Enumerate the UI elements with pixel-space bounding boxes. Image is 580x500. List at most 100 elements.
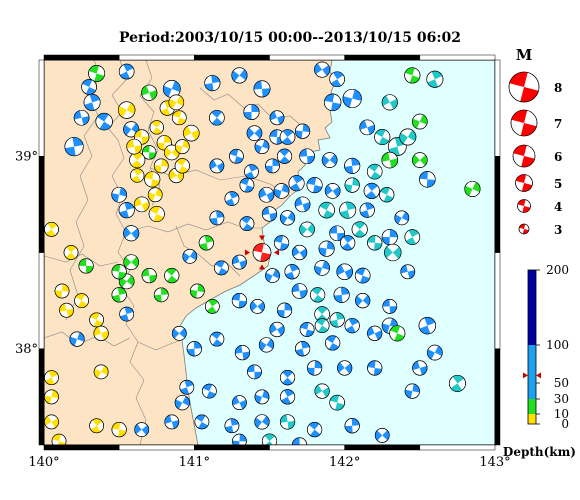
event-beachball: [209, 158, 225, 174]
depth-tick-label: 0: [561, 417, 569, 431]
event-beachball: [279, 370, 296, 386]
map-axes: 140° 141° 142° 143° 39° 38°: [15, 149, 511, 470]
prefecture-border: [44, 253, 119, 267]
event-beachball: [299, 221, 315, 238]
frame-segment: [494, 59, 501, 157]
event-beachball: [299, 322, 315, 337]
event-beachball: [344, 157, 361, 174]
event-beachball: [329, 71, 345, 88]
event-beachball: [209, 109, 225, 126]
frame-segment: [494, 348, 501, 446]
lat-tick-label: 38°: [15, 342, 38, 357]
event-beachball: [224, 418, 240, 434]
prefecture-border: [44, 331, 131, 347]
event-beachball: [400, 264, 416, 280]
event-beachball: [111, 186, 127, 203]
event-beachball: [205, 299, 220, 314]
event-beachball: [344, 418, 360, 434]
event-beachball: [261, 433, 278, 445]
frame-segment: [118, 444, 195, 451]
event-beachball: [118, 202, 135, 219]
magnitude-legend-ball: [508, 71, 540, 103]
frame-segment: [344, 54, 421, 61]
frame-segment: [43, 444, 120, 451]
event-beachball: [239, 216, 255, 231]
lon-tick-label: 141°: [179, 455, 210, 470]
depth-band: [528, 345, 536, 399]
event-beachball: [239, 177, 255, 193]
depth-tick-label: 100: [546, 338, 569, 352]
event-beachball: [44, 389, 59, 405]
frame-segment: [494, 156, 501, 253]
event-beachball: [299, 148, 315, 165]
event-beachball: [73, 109, 90, 126]
event-beachball: [174, 395, 190, 411]
depth-tick-label: 30: [554, 392, 569, 406]
event-beachball: [123, 225, 140, 242]
event-beachball: [325, 335, 341, 351]
event-beachball: [189, 283, 205, 299]
event-beachball: [44, 414, 59, 430]
event-beachball: [269, 110, 285, 126]
lat-tick-label: 39°: [15, 149, 38, 164]
event-beachball: [174, 139, 190, 154]
event-beachball: [379, 187, 395, 203]
event-beachball: [182, 248, 198, 264]
event-beachball: [419, 171, 436, 188]
event-beachball: [337, 360, 353, 376]
event-beachball: [340, 235, 356, 251]
event-beachball: [329, 312, 345, 328]
event-beachball: [118, 101, 136, 119]
event-beachball: [314, 61, 331, 78]
event-beachball: [247, 364, 262, 380]
event-beachball: [78, 258, 94, 274]
event-beachball: [243, 103, 260, 120]
event-beachball: [141, 268, 157, 284]
magnitude-legend-label: 6: [554, 150, 562, 164]
event-beachball: [89, 312, 104, 328]
event-beachball: [118, 63, 135, 80]
event-beachball: [134, 422, 150, 437]
frame-segment: [38, 252, 45, 349]
event-beachball: [148, 205, 165, 223]
depth-marker: [523, 372, 528, 379]
magnitude-legend-ball: [512, 144, 536, 168]
frame-segment: [118, 54, 195, 61]
frame-segment: [194, 54, 270, 61]
event-beachball: [404, 229, 421, 245]
event-beachball: [44, 370, 59, 385]
event-beachball: [258, 186, 275, 203]
magnitude-legend-ball: [510, 109, 538, 137]
event-beachball: [404, 383, 420, 399]
event-beachball: [153, 158, 169, 174]
lon-tick-label: 140°: [28, 455, 59, 470]
event-beachball: [381, 317, 398, 334]
event-beachball: [144, 171, 161, 188]
event-beachball: [381, 151, 399, 169]
event-beachball: [276, 148, 293, 164]
event-beachball: [412, 152, 428, 168]
event-beachball: [44, 222, 59, 237]
event-beachball: [279, 414, 296, 430]
event-beachball: [269, 321, 285, 338]
event-beachball: [306, 177, 323, 194]
event-beachball: [95, 112, 113, 131]
frame-segment: [194, 444, 270, 451]
frame-segment: [38, 59, 45, 157]
event-beachball: [51, 433, 67, 445]
event-beachball: [164, 268, 180, 284]
event-beachball: [162, 79, 181, 98]
event-beachball: [381, 94, 398, 111]
frame-segment: [494, 252, 501, 349]
event-beachball: [359, 119, 376, 136]
magnitude-legend-ball: [515, 174, 533, 192]
event-beachball: [133, 196, 150, 213]
event-beachball: [394, 210, 410, 226]
event-beachball: [351, 221, 368, 238]
event-beachball: [130, 168, 145, 183]
event-beachball: [418, 316, 437, 335]
event-beachball: [291, 437, 308, 445]
event-beachball: [342, 88, 362, 109]
event-beachball: [246, 125, 263, 141]
